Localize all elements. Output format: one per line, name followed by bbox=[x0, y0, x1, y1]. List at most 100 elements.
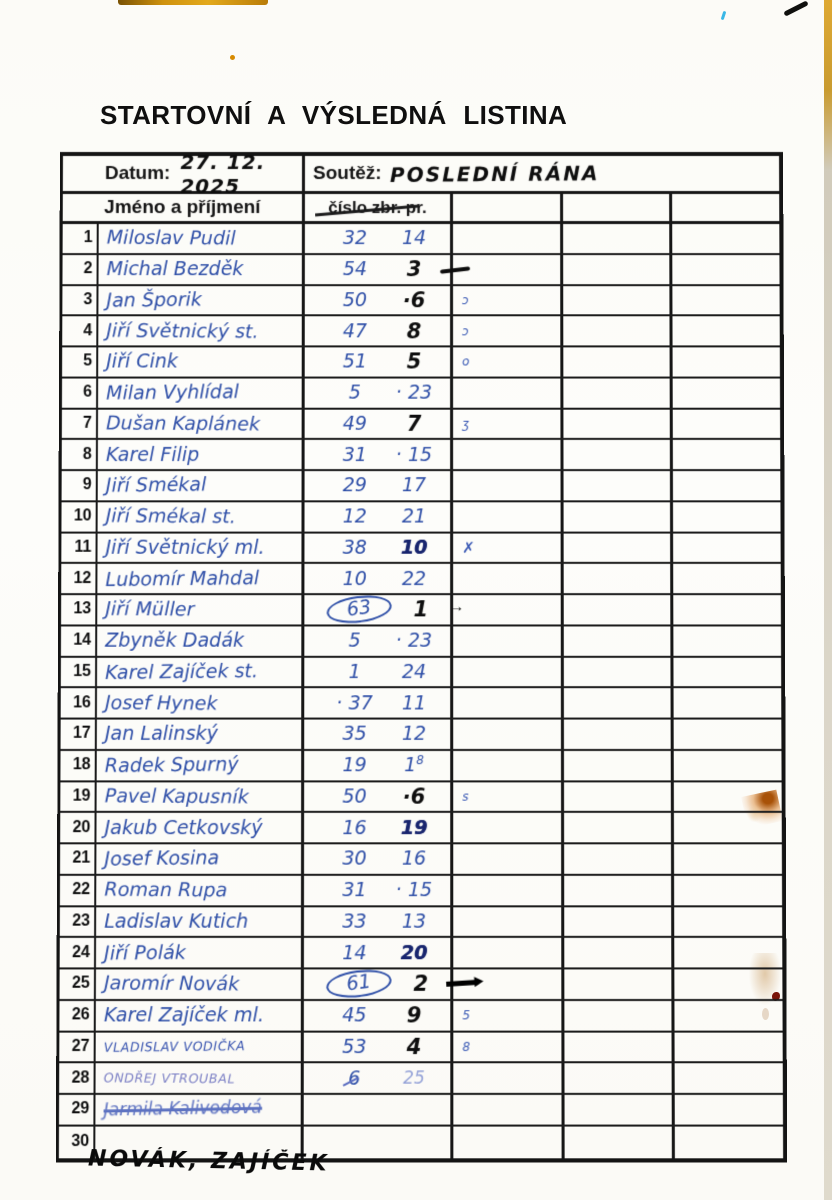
start-number: 6 bbox=[326, 1067, 383, 1089]
empty-cell bbox=[564, 907, 674, 936]
empty-cell bbox=[564, 657, 674, 686]
name-column-header: Jméno a příjmení bbox=[63, 194, 305, 221]
row-number: 3 bbox=[62, 286, 98, 315]
mark-cell bbox=[453, 502, 563, 531]
empty-cell bbox=[564, 1001, 674, 1030]
header-row-columns: Jméno a příjmení číslo zbr. pr. bbox=[63, 194, 780, 224]
mark-cell: o bbox=[453, 347, 563, 376]
competitor-name: Jan Lalinský bbox=[105, 723, 218, 745]
competitor-name: Milan Vyhlídal bbox=[106, 381, 239, 405]
competitor-name: Dušan Kaplánek bbox=[106, 412, 260, 435]
numbers-cell: 29 17 bbox=[305, 471, 454, 500]
empty-cell bbox=[564, 1032, 674, 1061]
empty-cell bbox=[564, 938, 674, 967]
table-row: 22 Roman Rupa 31 · 15 bbox=[60, 876, 782, 907]
competition-cell: Soutěž: POSLEDNÍ RÁNA bbox=[305, 156, 779, 191]
start-number: 49 bbox=[327, 413, 383, 435]
competitor-name-cell: Roman Rupa bbox=[96, 876, 304, 905]
numbers-cell: 45 9 bbox=[304, 1001, 453, 1030]
competitor-name: Michal Bezděk bbox=[107, 258, 244, 280]
start-number: 54 bbox=[327, 258, 383, 280]
competition-value-handwritten: POSLEDNÍ RÁNA bbox=[390, 161, 600, 187]
mark-cell bbox=[453, 1095, 564, 1124]
result-number-sup: 8 bbox=[416, 753, 424, 767]
mark-cell: ɔ bbox=[453, 317, 563, 346]
row-number: 10 bbox=[61, 502, 97, 531]
competitor-name: Roman Rupa bbox=[104, 879, 227, 902]
competitor-name: Radek Spurný bbox=[105, 753, 239, 777]
start-number: 47 bbox=[327, 320, 383, 342]
competitor-name: Jiří Smékal bbox=[106, 474, 207, 497]
numbers-cell: 30 16 bbox=[304, 844, 453, 873]
pen-check-mark: ʒ bbox=[462, 417, 469, 431]
start-number: 50 bbox=[326, 785, 382, 807]
empty-cell bbox=[564, 969, 674, 998]
numbers-cell: 61 2 bbox=[304, 969, 453, 998]
result-number: · 23 bbox=[383, 630, 445, 652]
start-number: 5 bbox=[326, 630, 382, 652]
numbers-cell: 16 19 bbox=[304, 813, 453, 842]
competitor-name-cell: Jiří Cink bbox=[98, 347, 305, 376]
row-number: 22 bbox=[60, 876, 96, 905]
mark-cell bbox=[453, 1126, 564, 1157]
result-number: 24 bbox=[383, 661, 445, 683]
result-number: 5 bbox=[383, 350, 445, 374]
competitor-name: Karel Zajíček ml. bbox=[104, 1004, 264, 1026]
competitor-name-cell: Ondřej Vtroubal bbox=[96, 1064, 304, 1093]
start-number: 5 bbox=[327, 382, 383, 404]
pen-check-mark: o bbox=[462, 355, 469, 369]
empty-cell bbox=[673, 533, 781, 562]
mark-cell: ʒ bbox=[453, 409, 563, 438]
empty-cell bbox=[563, 440, 672, 469]
mark-cell bbox=[453, 564, 564, 593]
result-number: 16 bbox=[383, 848, 446, 870]
table-row: 3 Jan Šporik 50·6 ɔ bbox=[62, 286, 779, 317]
mark-cell bbox=[453, 440, 563, 469]
competitor-name-cell: Josef Hynek bbox=[97, 688, 304, 717]
numbers-cell: 12 21 bbox=[304, 502, 453, 531]
competitor-name-cell: Jaromír Novák bbox=[96, 969, 304, 998]
competitor-name: Jaromír Novák bbox=[104, 972, 240, 995]
competitor-name: Vladislav Vodička bbox=[104, 1038, 246, 1055]
table-row: 10 Jiří Smékal st. 12 21 bbox=[61, 502, 780, 533]
start-number: 30 bbox=[326, 848, 382, 870]
competitor-name: Ondřej Vtroubal bbox=[104, 1070, 236, 1086]
mark-cell bbox=[453, 1064, 564, 1093]
mark-cell: 5 bbox=[453, 1001, 564, 1030]
empty-cell bbox=[672, 224, 779, 253]
result-number: 19 bbox=[383, 817, 445, 839]
start-number: 50 bbox=[327, 289, 383, 311]
row-number: 1 bbox=[63, 224, 99, 253]
result-number: 4 bbox=[383, 1035, 446, 1059]
empty-column-header bbox=[453, 194, 563, 221]
mark-cell bbox=[453, 595, 564, 624]
result-number: · 23 bbox=[383, 382, 445, 404]
empty-cell bbox=[674, 688, 782, 717]
competitor-name: Jiří Světnický st. bbox=[106, 319, 258, 342]
mark-cell bbox=[453, 657, 564, 686]
results-table: Datum: 27. 12. 2025 Soutěž: POSLEDNÍ RÁN… bbox=[56, 152, 787, 1162]
competitor-name-cell: Milan Vyhlídal bbox=[98, 378, 305, 407]
numbers-cell: 38 10 bbox=[304, 533, 453, 562]
row-number: 6 bbox=[62, 378, 98, 407]
empty-column-header bbox=[672, 194, 779, 221]
table-row: 11 Jiří Světnický ml. 38 10 ✗ bbox=[61, 533, 780, 564]
row-number: 24 bbox=[60, 938, 96, 967]
mark-cell bbox=[453, 626, 564, 655]
result-number: 14 bbox=[383, 227, 445, 249]
competitor-name-cell: Jiří Světnický st. bbox=[98, 317, 304, 346]
table-row: 28 Ondřej Vtroubal 6 25 bbox=[59, 1064, 783, 1095]
competitor-name: Jan Šporik bbox=[106, 288, 202, 311]
table-row: 17 Jan Lalinský 35 12 bbox=[61, 720, 782, 751]
scan-edge-strip-right bbox=[824, 0, 832, 1200]
competitor-name-cell: Jiří Polák bbox=[96, 938, 304, 967]
competitor-name-cell: Karel Filip bbox=[98, 440, 305, 469]
numbers-cell: 1 24 bbox=[304, 657, 453, 686]
table-row: 24 Jiří Polák 14 20 bbox=[60, 938, 783, 969]
result-number: 3 bbox=[383, 257, 445, 281]
competitor-name-cell: Jiří Müller bbox=[97, 595, 304, 624]
table-row: 13 Jiří Müller 63 1 bbox=[61, 595, 781, 626]
row-number: 18 bbox=[60, 751, 96, 780]
start-number: 61 bbox=[325, 967, 393, 1001]
empty-cell bbox=[674, 1001, 782, 1030]
